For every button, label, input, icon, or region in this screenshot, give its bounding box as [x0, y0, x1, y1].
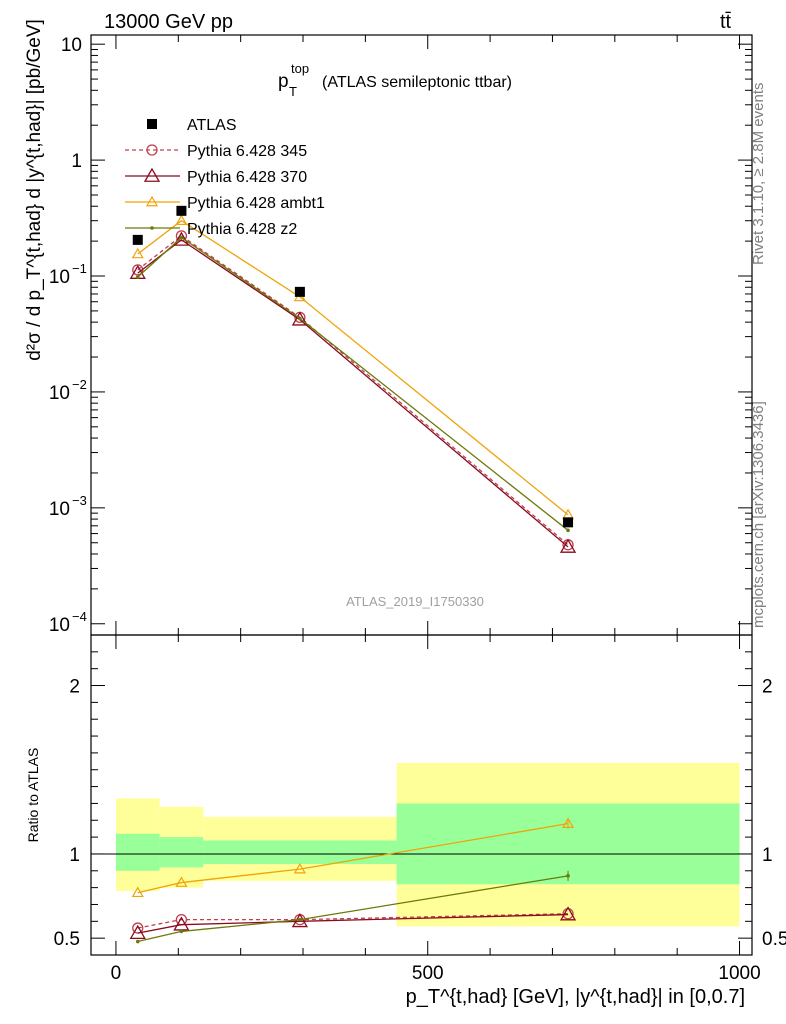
y-tick-exponent: −3	[72, 493, 87, 508]
y-tick-label: 10	[49, 499, 70, 520]
legend-label: Pythia 6.428 z2	[187, 221, 297, 238]
ratio-tick-label-right: 0.5	[762, 929, 786, 950]
title-sup: top	[291, 61, 309, 76]
analysis-id: ATLAS_2019_I1750330	[346, 594, 484, 609]
stat-band-bin	[203, 840, 397, 865]
energy-label: 13000 GeV pp	[104, 11, 233, 33]
mcplots-label: mcplots.cern.ch [arXiv:1306.3436]	[750, 401, 767, 628]
x-tick-label: 1000	[718, 963, 760, 984]
data-point	[294, 286, 305, 297]
y-tick-exponent: −1	[72, 261, 87, 276]
legend: ATLAS Pythia 6.428 345 Pythia 6.428 370 Pyt…	[125, 117, 325, 238]
series-point	[131, 247, 144, 259]
ratio-line	[137, 913, 569, 929]
ratio-point	[293, 862, 306, 874]
legend-marker	[150, 226, 154, 230]
legend-label: ATLAS	[187, 117, 237, 134]
y-tick-label: 10	[49, 383, 70, 404]
ratio-tick-label-left: 2	[69, 677, 80, 698]
chart-title: p T top (ATLAS semileptonic ttbar)	[278, 61, 512, 99]
ratio-tick-label-right: 2	[762, 677, 773, 698]
series-line	[137, 219, 569, 516]
legend-marker	[143, 167, 161, 182]
x-tick-label: 500	[412, 963, 444, 984]
ratio-tick-label-right: 1	[762, 845, 773, 866]
series-point	[173, 231, 190, 246]
series-point	[179, 235, 184, 240]
series-point	[135, 275, 140, 279]
process-label: tt̄	[720, 11, 732, 33]
legend-label: Pythia 6.428 345	[187, 143, 307, 160]
ratio-point	[298, 917, 302, 922]
y-tick-exponent: −2	[72, 377, 87, 392]
title-main: p	[278, 71, 289, 92]
title-rest: (ATLAS semileptonic ttbar)	[322, 74, 512, 91]
ratio-axis-label: Ratio to ATLAS	[25, 748, 41, 843]
ratio-line	[137, 913, 569, 934]
series-point	[291, 311, 309, 326]
series-line	[137, 236, 569, 531]
legend-label: Pythia 6.428 370	[187, 169, 307, 186]
x-tick-label: 0	[111, 963, 122, 984]
ratio-tick-label-left: 0.5	[54, 929, 80, 950]
y-tick-label: 10	[49, 615, 70, 636]
series-point	[175, 214, 188, 226]
ratio-tick-label-left: 1	[69, 845, 80, 866]
stat-band-bin	[159, 837, 204, 868]
series-line	[137, 235, 569, 546]
series-point	[559, 538, 577, 553]
series-line	[137, 239, 569, 548]
data-point	[176, 205, 187, 216]
ratio-line	[137, 875, 569, 943]
ratio-point	[559, 906, 577, 921]
data-point	[132, 234, 143, 245]
legend-marker	[145, 195, 159, 207]
data-point	[563, 517, 574, 528]
legend-marker	[146, 144, 158, 156]
y-tick-label: 1	[71, 151, 82, 172]
legend-marker	[147, 119, 157, 129]
ratio-point	[129, 924, 146, 940]
ratio-line	[137, 822, 569, 894]
title-sub: T	[289, 84, 297, 99]
series-point	[298, 316, 302, 321]
series-point	[566, 528, 570, 533]
ratio-point	[135, 939, 140, 944]
y-tick-exponent: −4	[72, 609, 87, 624]
x-axis-label: p_T^{t,had} [GeV], |y^{t,had}| in [0,0.7…	[406, 986, 745, 1008]
ratio-point	[179, 929, 184, 934]
y-tick-label: 10	[49, 267, 70, 288]
y-axis-label: d²σ / d p_T^{t,had} d |y^{t,had}| [pb/Ge…	[24, 19, 45, 361]
legend-label: Pythia 6.428 ambt1	[187, 195, 325, 212]
rivet-label: Rivet 3.1.10, ≥ 2.8M events	[750, 83, 767, 266]
stat-band-bin	[115, 833, 160, 871]
ratio-point	[175, 876, 188, 887]
series-point	[175, 230, 188, 242]
ratio-point	[131, 886, 144, 898]
stat-band-bin	[396, 803, 740, 885]
ratio-frame	[90, 634, 753, 956]
y-tick-label: 10	[61, 35, 82, 56]
